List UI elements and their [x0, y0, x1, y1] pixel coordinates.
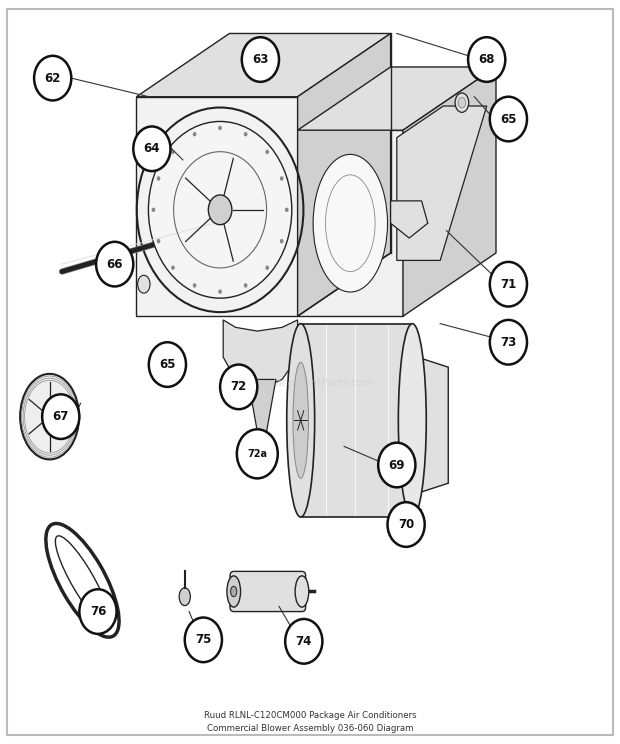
- Ellipse shape: [227, 576, 241, 607]
- Polygon shape: [136, 33, 391, 97]
- Polygon shape: [248, 379, 276, 432]
- Ellipse shape: [42, 405, 57, 428]
- Polygon shape: [391, 201, 428, 238]
- Text: 76: 76: [90, 605, 106, 618]
- Circle shape: [96, 242, 133, 286]
- Ellipse shape: [62, 408, 74, 426]
- Polygon shape: [136, 97, 298, 316]
- Ellipse shape: [286, 324, 314, 517]
- Text: 66: 66: [107, 257, 123, 271]
- Circle shape: [79, 589, 117, 634]
- Ellipse shape: [218, 126, 222, 130]
- Ellipse shape: [231, 586, 237, 597]
- Ellipse shape: [193, 132, 197, 136]
- Ellipse shape: [280, 239, 283, 243]
- Text: 74: 74: [296, 635, 312, 648]
- Ellipse shape: [193, 283, 197, 288]
- Circle shape: [468, 37, 505, 82]
- Text: eReplacementParts.com: eReplacementParts.com: [246, 378, 374, 388]
- Circle shape: [220, 365, 257, 409]
- Text: 63: 63: [252, 53, 268, 66]
- Ellipse shape: [398, 324, 426, 517]
- Text: 71: 71: [500, 278, 516, 291]
- Text: 62: 62: [45, 71, 61, 85]
- Circle shape: [185, 618, 222, 662]
- FancyBboxPatch shape: [230, 571, 306, 612]
- Ellipse shape: [458, 97, 466, 108]
- Text: 73: 73: [500, 336, 516, 349]
- Text: 64: 64: [144, 142, 160, 155]
- Polygon shape: [223, 320, 298, 391]
- Ellipse shape: [171, 150, 175, 154]
- Polygon shape: [403, 67, 496, 316]
- Ellipse shape: [208, 195, 232, 225]
- Circle shape: [237, 429, 278, 478]
- Ellipse shape: [151, 208, 155, 212]
- Ellipse shape: [285, 208, 289, 212]
- Circle shape: [34, 56, 71, 100]
- Text: Ruud RLNL-C120CM000 Package Air Conditioners
Commercial Blower Assembly 036-060 : Ruud RLNL-C120CM000 Package Air Conditio…: [204, 711, 416, 733]
- Circle shape: [149, 342, 186, 387]
- Circle shape: [133, 126, 171, 171]
- Text: 68: 68: [479, 53, 495, 66]
- Circle shape: [285, 619, 322, 664]
- Polygon shape: [298, 67, 496, 130]
- Ellipse shape: [148, 121, 292, 298]
- Ellipse shape: [265, 150, 269, 154]
- Text: 65: 65: [500, 112, 516, 126]
- Ellipse shape: [179, 588, 190, 606]
- Ellipse shape: [313, 155, 388, 292]
- Ellipse shape: [295, 576, 309, 607]
- Ellipse shape: [265, 266, 269, 270]
- Circle shape: [490, 320, 527, 365]
- Ellipse shape: [157, 176, 161, 181]
- Text: 65: 65: [159, 358, 175, 371]
- Ellipse shape: [218, 289, 222, 294]
- Circle shape: [378, 443, 415, 487]
- Circle shape: [490, 97, 527, 141]
- Ellipse shape: [157, 239, 161, 243]
- Text: 70: 70: [398, 518, 414, 531]
- Circle shape: [42, 394, 79, 439]
- Ellipse shape: [20, 374, 79, 459]
- Text: 72a: 72a: [247, 449, 267, 459]
- Circle shape: [388, 502, 425, 547]
- Ellipse shape: [171, 266, 175, 270]
- Text: 69: 69: [389, 458, 405, 472]
- Circle shape: [242, 37, 279, 82]
- Polygon shape: [397, 106, 487, 260]
- Bar: [301, 324, 412, 517]
- Ellipse shape: [244, 132, 247, 136]
- Ellipse shape: [138, 275, 150, 293]
- Text: 72: 72: [231, 380, 247, 394]
- Circle shape: [490, 262, 527, 307]
- Polygon shape: [298, 130, 403, 316]
- Ellipse shape: [280, 176, 283, 181]
- Polygon shape: [418, 358, 448, 493]
- Text: 75: 75: [195, 633, 211, 647]
- Text: 67: 67: [53, 410, 69, 423]
- Bar: [301, 324, 412, 517]
- Ellipse shape: [244, 283, 247, 288]
- Ellipse shape: [455, 93, 469, 112]
- Polygon shape: [298, 33, 391, 316]
- Ellipse shape: [293, 362, 308, 478]
